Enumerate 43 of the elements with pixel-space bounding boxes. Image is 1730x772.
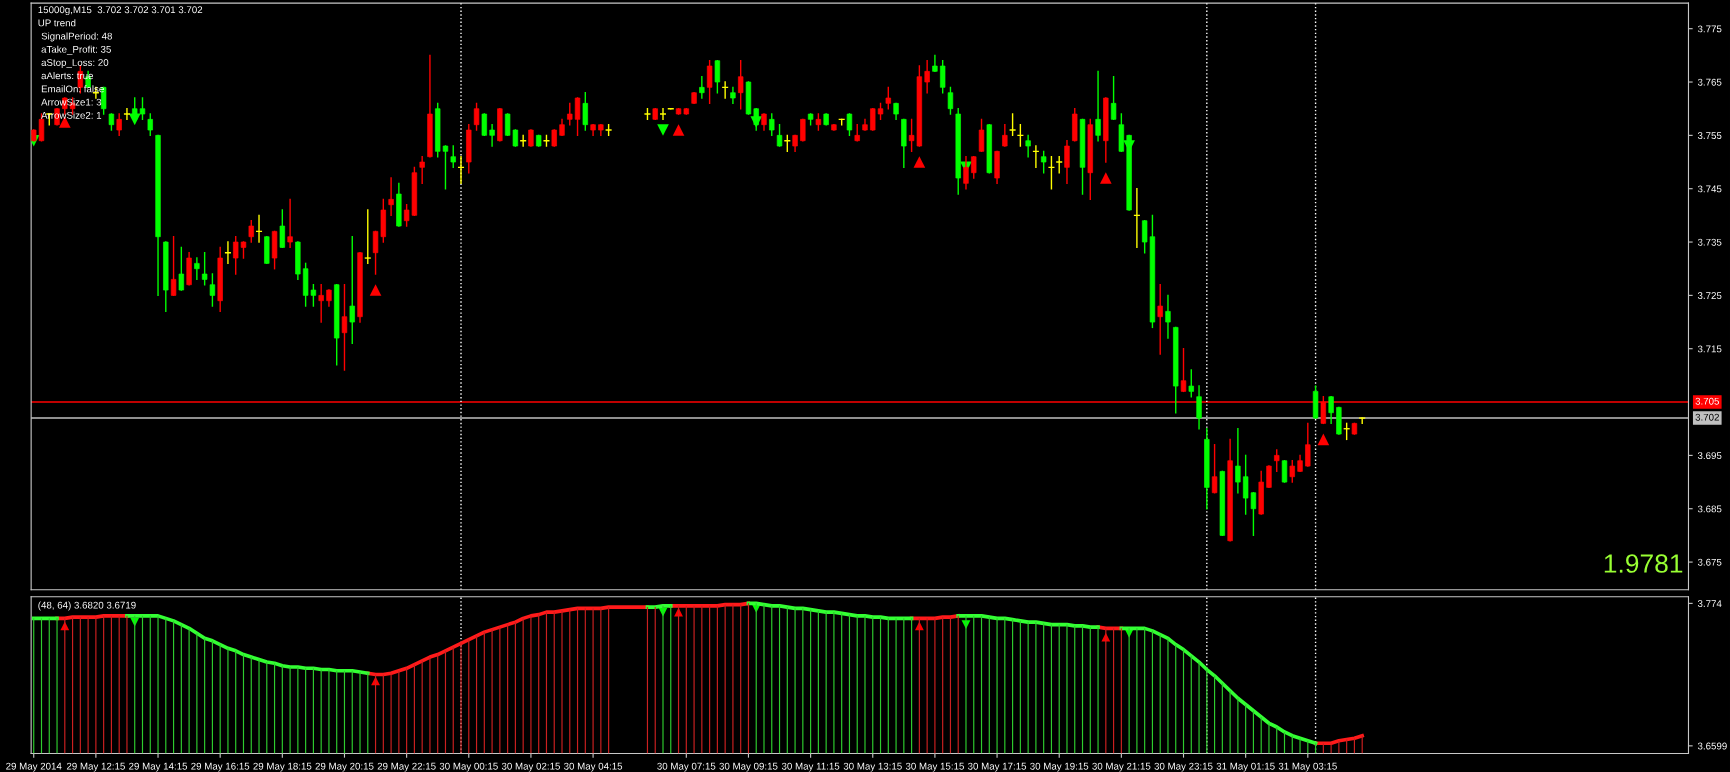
x-tick-label: 29 May 18:15 (253, 762, 312, 772)
x-tick-label: 29 May 16:15 (191, 762, 250, 772)
annotation: aTake_Profit: 35 (41, 45, 111, 55)
ref-line-label: 3.702 (1695, 413, 1719, 421)
x-tick-label: 30 May 21:15 (1092, 762, 1151, 772)
annotation: aAlerts: true (41, 72, 94, 80)
x-tick-label: 30 May 04:15 (564, 762, 623, 772)
x-tick-label: 30 May 11:15 (781, 762, 840, 772)
x-tick-label: 30 May 15:15 (905, 762, 964, 772)
x-tick-label: 30 May 17:15 (967, 762, 1027, 772)
y-tick-label: 3.735 (1697, 238, 1722, 246)
x-tick-label: 30 May 23:15 (1154, 762, 1213, 772)
y-tick-label: 3.715 (1697, 345, 1722, 353)
y-tick-label: 3.755 (1697, 132, 1722, 139)
x-tick-label: 29 May 20:15 (315, 762, 374, 772)
annotation: 1.9781 (1604, 554, 1683, 573)
x-tick-label: 31 May 03:15 (1278, 762, 1337, 772)
x-tick-label: 29 May 2014 (6, 762, 62, 772)
x-tick-label: 29 May 22:15 (377, 762, 436, 772)
x-tick-label: 30 May 09:15 (719, 762, 778, 772)
x-tick-label: 31 May 01:15 (1216, 762, 1275, 772)
x-tick-label: 29 May 12:15 (66, 762, 125, 772)
annotation: SignalPeriod: 48 (41, 32, 113, 42)
y-tick-label: 3.774 (1697, 600, 1722, 607)
annotation: aStop_Loss: 20 (41, 59, 109, 68)
chart-title: 15000g,M15 3.702 3.702 3.701 3.702 (38, 6, 203, 16)
y-tick-label: 3.675 (1697, 558, 1722, 566)
x-tick-label: 30 May 07:15 (657, 762, 716, 772)
ref-line-label: 3.705 (1695, 397, 1720, 405)
y-tick-label: 3.765 (1697, 78, 1722, 86)
y-tick-label: 3.745 (1697, 185, 1722, 193)
annotation: UP trend (38, 19, 76, 27)
x-tick-label: 30 May 02:15 (501, 762, 560, 772)
x-tick-label: 30 May 19:15 (1030, 762, 1089, 772)
chart-title: (48, 64) 3.6820 3.6719 (38, 601, 136, 611)
y-tick-label: 3.685 (1697, 505, 1722, 513)
x-tick-label: 30 May 00:15 (439, 762, 498, 772)
x-tick-label: 30 May 13:15 (843, 762, 902, 772)
x-tick-label: 29 May 14:15 (129, 762, 188, 772)
y-tick-label: 3.6599 (1697, 742, 1727, 750)
y-tick-label: 3.725 (1697, 292, 1722, 299)
y-tick-label: 3.695 (1697, 452, 1722, 460)
y-tick-label: 3.775 (1697, 25, 1722, 33)
